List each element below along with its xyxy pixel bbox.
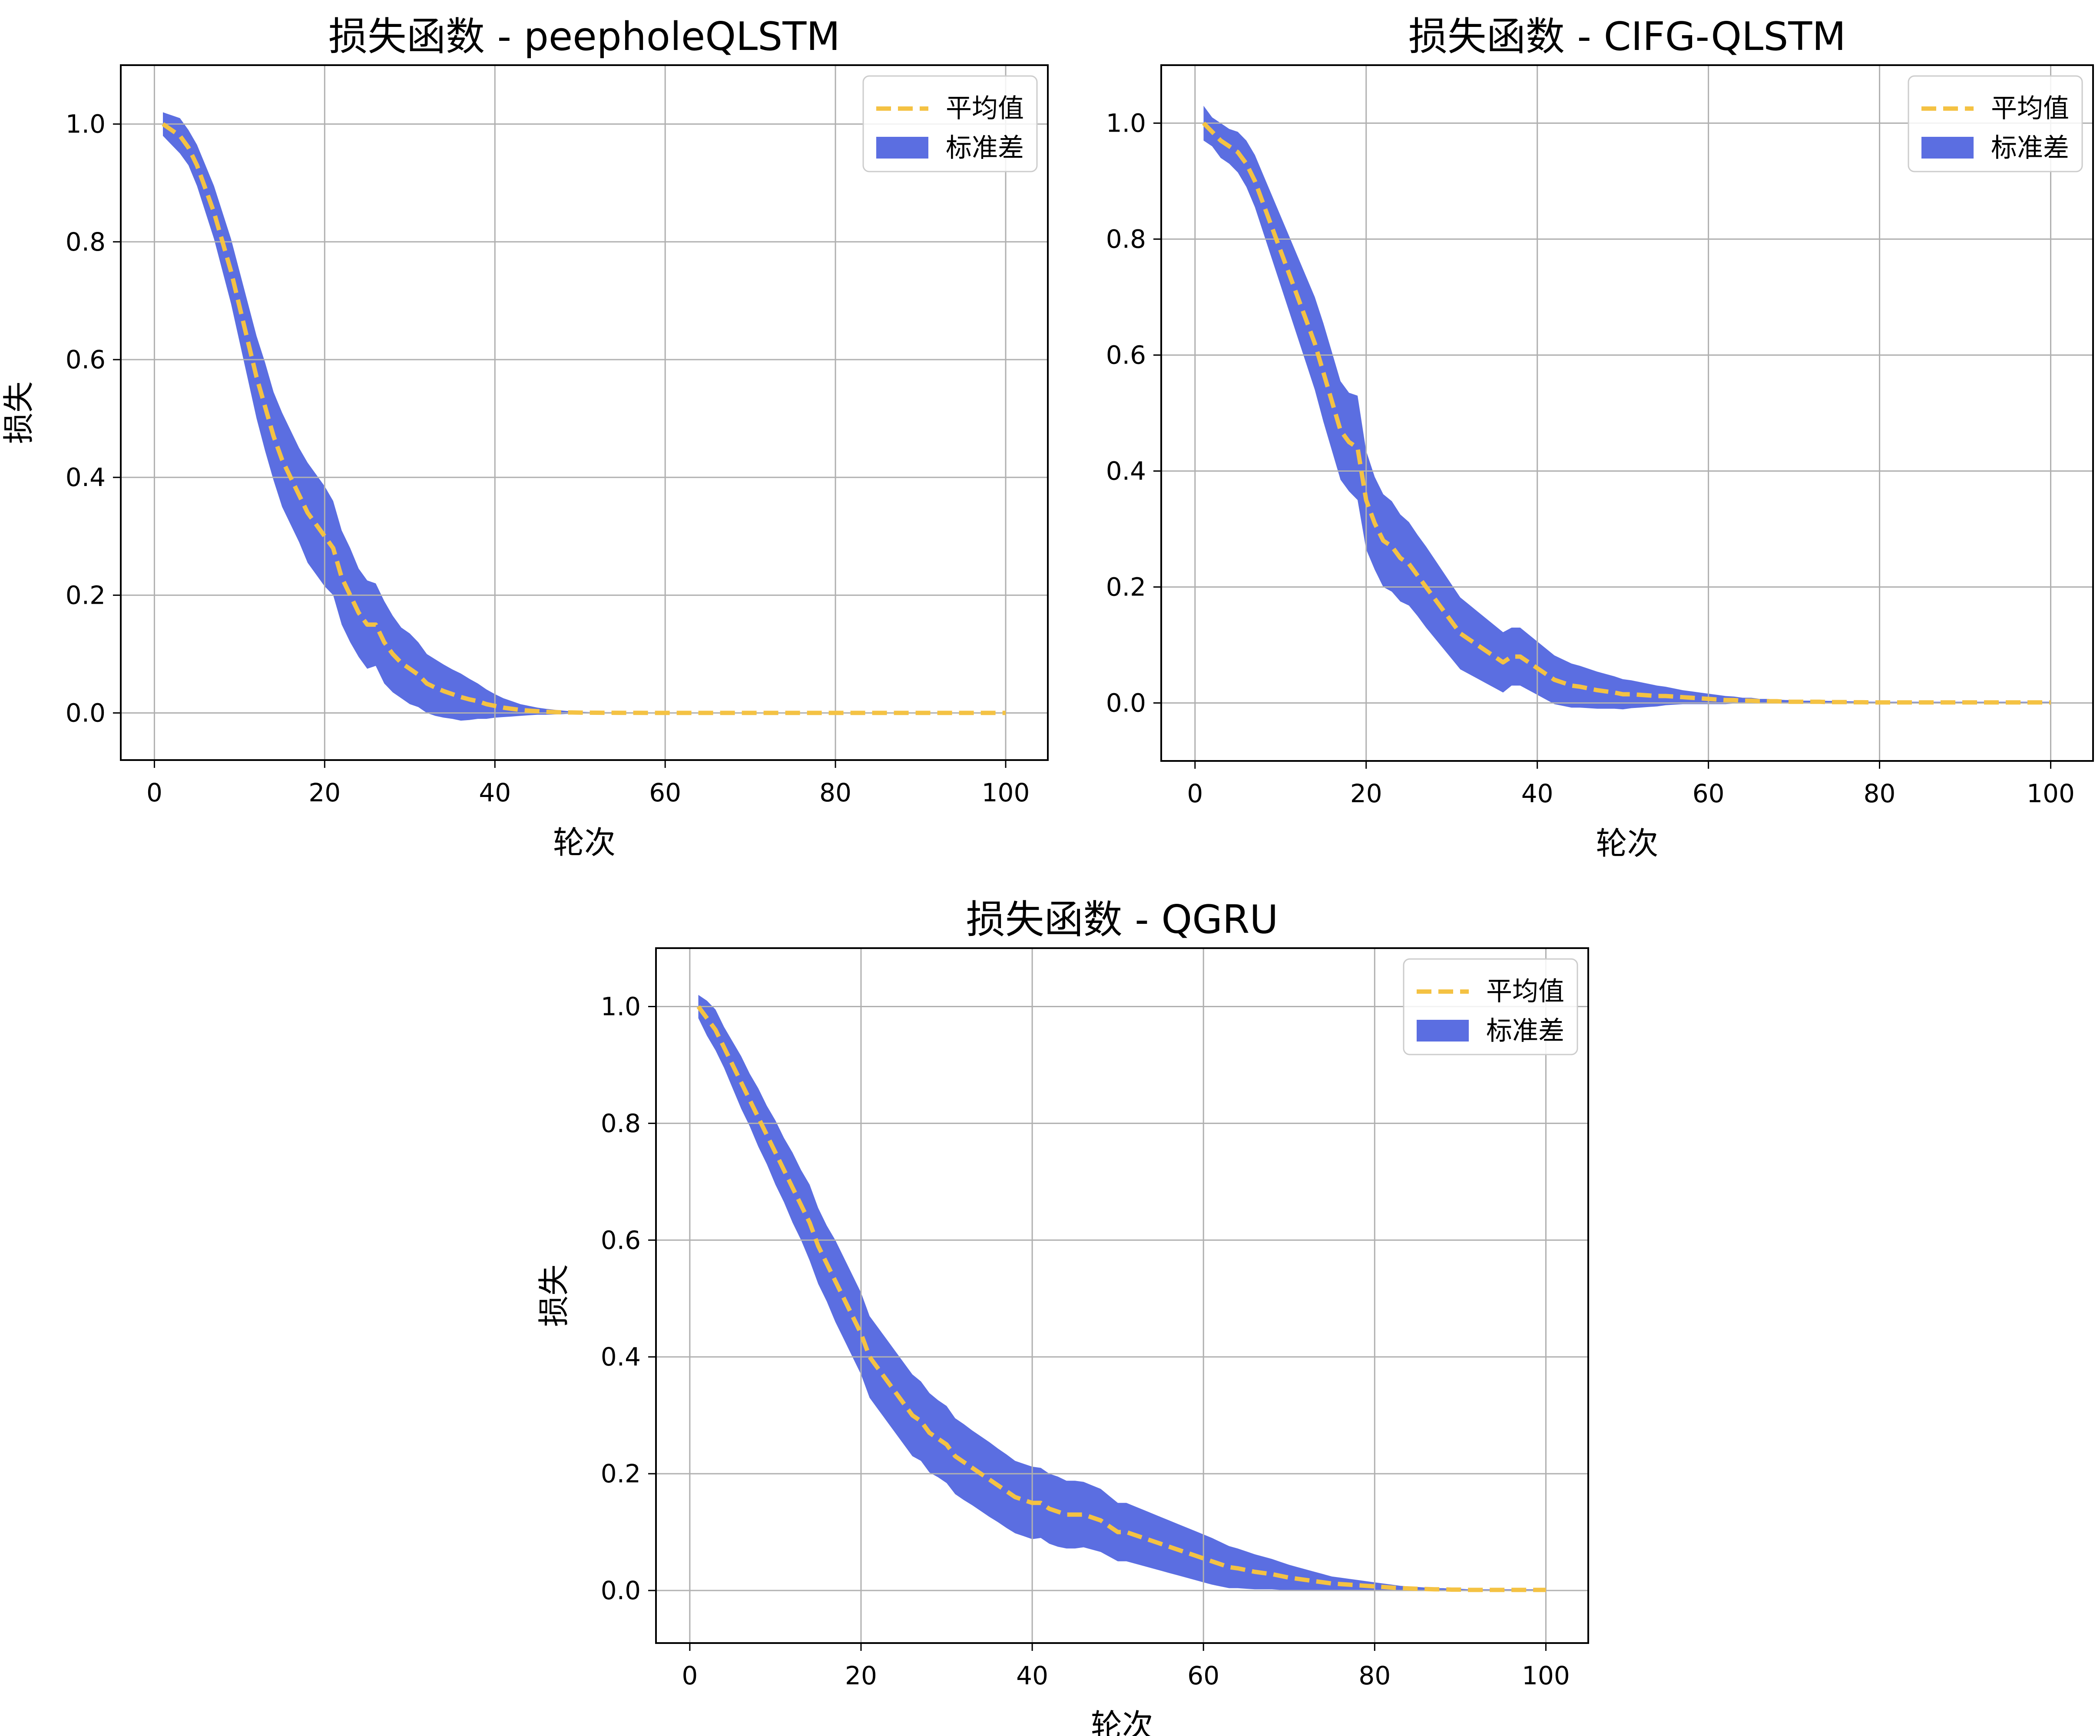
y-tick-label: 0.6 <box>1106 341 1146 370</box>
y-tick-label: 0.6 <box>66 345 106 374</box>
legend-mean-label: 平均值 <box>946 93 1024 124</box>
legend-std-swatch <box>1417 1020 1469 1042</box>
legend-std-swatch <box>876 137 928 159</box>
y-tick-label: 0.2 <box>66 580 106 610</box>
x-tick-label: 20 <box>845 1661 877 1690</box>
mean-line <box>1202 121 2051 705</box>
x-tick-label: 60 <box>649 778 681 807</box>
x-tick-label: 0 <box>682 1661 698 1690</box>
std-band <box>698 995 1546 1591</box>
x-axis-label: 轮次 <box>1091 1707 1153 1736</box>
legend-std-label: 标准差 <box>1486 1016 1564 1046</box>
y-axis-label: 损失 <box>536 1264 572 1327</box>
x-tick-label: 60 <box>1693 779 1725 808</box>
plot-area <box>1161 65 2093 761</box>
legend-std-swatch <box>1921 137 1974 159</box>
chart-peephole-qlstm: 0 20 40 60 80 100 0.0 0.2 0.4 0.6 0.8 1.0 损失函数 - pee… <box>0 14 1049 861</box>
x-tick-label: 80 <box>1358 1661 1391 1690</box>
x-ticks: 0 20 40 60 80 100 <box>682 1643 1570 1690</box>
legend-mean-label: 平均值 <box>1486 976 1564 1007</box>
y-tick-label: 1.0 <box>66 109 106 139</box>
x-tick-label: 20 <box>308 778 341 807</box>
chart-title: 损失函数 - QGRU <box>966 897 1279 942</box>
y-tick-label: 0.8 <box>66 227 106 257</box>
axes-frame <box>1160 64 2094 762</box>
x-tick-label: 100 <box>982 778 1030 807</box>
x-tick-label: 100 <box>1522 1661 1570 1690</box>
y-tick-label: 0.4 <box>1106 456 1146 486</box>
y-tick-label: 0.8 <box>601 1108 641 1138</box>
y-tick-label: 0.4 <box>66 463 106 492</box>
std-band <box>1203 106 2051 710</box>
y-tick-label: 1.0 <box>1106 109 1146 138</box>
y-tick-label: 0.2 <box>1106 572 1146 602</box>
x-tick-label: 40 <box>1016 1661 1048 1690</box>
chart-qgru: 0 20 40 60 80 100 0.0 0.2 0.4 0.6 0.8 1.0 损失函数 - QGR… <box>536 897 1589 1736</box>
grid-lines <box>121 65 1048 760</box>
x-ticks: 0 20 40 60 80 100 <box>146 760 1030 807</box>
axes-frame <box>120 64 1049 761</box>
x-tick-label: 80 <box>819 778 851 807</box>
chart-title: 损失函数 - CIFG-QLSTM <box>1408 14 1846 60</box>
x-tick-label: 0 <box>1187 779 1203 808</box>
mean-line <box>696 1005 1546 1592</box>
x-tick-label: 60 <box>1187 1661 1219 1690</box>
y-ticks: 0.0 0.2 0.4 0.6 0.8 1.0 <box>1106 109 1161 718</box>
axes-frame <box>655 947 1589 1644</box>
y-tick-label: 0.8 <box>1106 225 1146 254</box>
y-tick-label: 0.0 <box>66 698 106 728</box>
x-axis-label: 轮次 <box>553 824 616 861</box>
x-tick-label: 80 <box>1864 779 1896 808</box>
chart-cifg-qlstm: 0 20 40 60 80 100 0.0 0.2 0.4 0.6 0.8 1.0 损失函数 - CIF… <box>1106 14 2094 862</box>
y-tick-label: 0.0 <box>601 1576 641 1605</box>
x-tick-label: 40 <box>1521 779 1553 808</box>
x-tick-label: 40 <box>479 778 511 807</box>
y-tick-label: 0.2 <box>601 1459 641 1488</box>
y-tick-label: 0.6 <box>601 1225 641 1255</box>
y-axis-label: 损失 <box>0 381 37 444</box>
grid-lines <box>656 948 1588 1643</box>
legend-mean-label: 平均值 <box>1991 93 2069 124</box>
legend-std-label: 标准差 <box>946 133 1024 163</box>
legend-std-label: 标准差 <box>1991 133 2069 163</box>
y-ticks: 0.0 0.2 0.4 0.6 0.8 1.0 <box>601 992 656 1605</box>
x-ticks: 0 20 40 60 80 100 <box>1187 761 2075 808</box>
chart-title: 损失函数 - peepholeQLSTM <box>328 14 840 60</box>
y-ticks: 0.0 0.2 0.4 0.6 0.8 1.0 <box>66 109 121 728</box>
x-tick-label: 20 <box>1350 779 1382 808</box>
y-tick-label: 0.0 <box>1106 688 1146 718</box>
y-tick-label: 1.0 <box>601 992 641 1021</box>
x-axis-label: 轮次 <box>1596 825 1658 862</box>
y-tick-label: 0.4 <box>601 1342 641 1372</box>
x-tick-label: 0 <box>146 778 162 807</box>
x-tick-label: 100 <box>2027 779 2075 808</box>
